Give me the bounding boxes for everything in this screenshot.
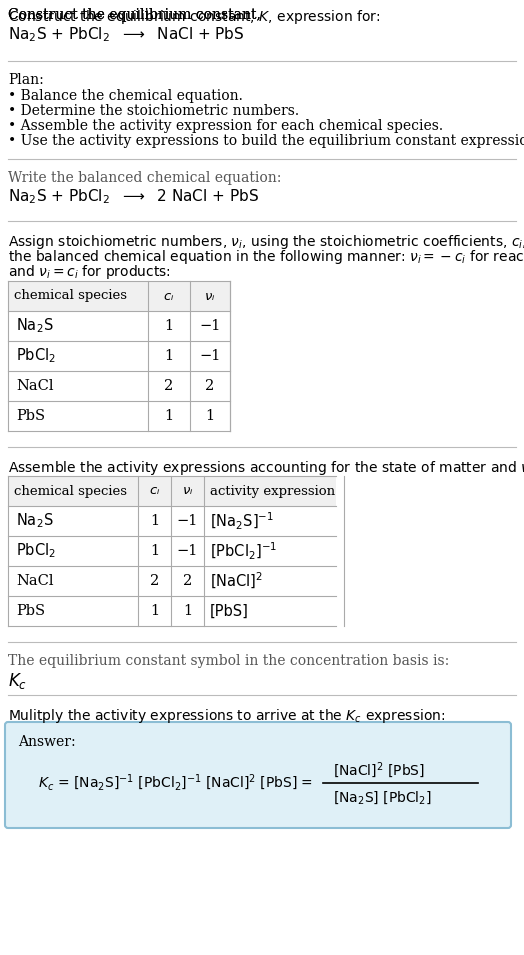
Text: Write the balanced chemical equation:: Write the balanced chemical equation: xyxy=(8,171,281,185)
Text: 1: 1 xyxy=(150,514,159,528)
Text: Na$_2$S + PbCl$_2$  $\longrightarrow$  2 NaCl + PbS: Na$_2$S + PbCl$_2$ $\longrightarrow$ 2 N… xyxy=(8,187,259,205)
Text: $cᵢ$: $cᵢ$ xyxy=(163,289,174,303)
Text: • Balance the chemical equation.: • Balance the chemical equation. xyxy=(8,89,243,103)
Text: −1: −1 xyxy=(177,544,198,558)
Text: [Na$_2$S]$^{-1}$: [Na$_2$S]$^{-1}$ xyxy=(210,511,274,532)
Text: $νᵢ$: $νᵢ$ xyxy=(182,484,193,498)
Text: Construct the equilibrium constant, $K$, expression for:: Construct the equilibrium constant, $K$,… xyxy=(8,8,380,26)
Text: Assign stoichiometric numbers, $\nu_i$, using the stoichiometric coefficients, $: Assign stoichiometric numbers, $\nu_i$, … xyxy=(8,233,524,251)
Text: [PbCl$_2$]$^{-1}$: [PbCl$_2$]$^{-1}$ xyxy=(210,541,277,562)
Text: −1: −1 xyxy=(199,319,221,333)
Text: PbCl$_2$: PbCl$_2$ xyxy=(16,347,56,366)
Text: • Use the activity expressions to build the equilibrium constant expression.: • Use the activity expressions to build … xyxy=(8,134,524,148)
Text: chemical species: chemical species xyxy=(14,484,127,498)
FancyBboxPatch shape xyxy=(5,722,511,828)
Text: PbS: PbS xyxy=(16,604,45,618)
Text: 2: 2 xyxy=(205,379,215,393)
Text: PbS: PbS xyxy=(16,409,45,423)
Text: activity expression: activity expression xyxy=(210,484,335,498)
Text: Answer:: Answer: xyxy=(18,735,75,749)
Text: • Assemble the activity expression for each chemical species.: • Assemble the activity expression for e… xyxy=(8,119,443,133)
Text: [Na$_2$S] [PbCl$_2$]: [Na$_2$S] [PbCl$_2$] xyxy=(333,790,432,806)
Text: NaCl: NaCl xyxy=(16,379,53,393)
Text: 2: 2 xyxy=(165,379,173,393)
Text: 1: 1 xyxy=(150,544,159,558)
Text: 1: 1 xyxy=(183,604,192,618)
Text: 1: 1 xyxy=(150,604,159,618)
Text: Plan:: Plan: xyxy=(8,73,43,87)
Text: −1: −1 xyxy=(177,514,198,528)
Text: Na$_2$S: Na$_2$S xyxy=(16,317,53,335)
Text: 2: 2 xyxy=(150,574,159,588)
Text: chemical species: chemical species xyxy=(14,289,127,303)
Text: 1: 1 xyxy=(165,349,173,363)
Text: $cᵢ$: $cᵢ$ xyxy=(149,484,160,498)
Text: [NaCl]$^2$: [NaCl]$^2$ xyxy=(210,571,263,591)
Text: Assemble the activity expressions accounting for the state of matter and $\nu_i$: Assemble the activity expressions accoun… xyxy=(8,459,524,477)
Text: 1: 1 xyxy=(165,319,173,333)
Text: 1: 1 xyxy=(205,409,214,423)
Text: Mulitply the activity expressions to arrive at the $K_c$ expression:: Mulitply the activity expressions to arr… xyxy=(8,707,445,725)
Bar xyxy=(8,281,230,311)
Text: 2: 2 xyxy=(183,574,192,588)
Text: NaCl: NaCl xyxy=(16,574,53,588)
Text: $νᵢ$: $νᵢ$ xyxy=(204,289,216,303)
Text: The equilibrium constant symbol in the concentration basis is:: The equilibrium constant symbol in the c… xyxy=(8,654,449,668)
Text: $K_c$ = [Na$_2$S]$^{-1}$ [PbCl$_2$]$^{-1}$ [NaCl]$^2$ [PbS] =: $K_c$ = [Na$_2$S]$^{-1}$ [PbCl$_2$]$^{-1… xyxy=(38,773,313,794)
Text: Construct the equilibrium constant,: Construct the equilibrium constant, xyxy=(8,8,265,22)
Text: $K_c$: $K_c$ xyxy=(8,671,27,691)
Text: the balanced chemical equation in the following manner: $\nu_i = -c_i$ for react: the balanced chemical equation in the fo… xyxy=(8,248,524,266)
Text: −1: −1 xyxy=(199,349,221,363)
Text: and $\nu_i = c_i$ for products:: and $\nu_i = c_i$ for products: xyxy=(8,263,171,281)
Text: Na$_2$S: Na$_2$S xyxy=(16,512,53,530)
Text: [NaCl]$^2$ [PbS]: [NaCl]$^2$ [PbS] xyxy=(333,760,425,780)
Text: Na$_2$S + PbCl$_2$  $\longrightarrow$  NaCl + PbS: Na$_2$S + PbCl$_2$ $\longrightarrow$ NaC… xyxy=(8,25,245,44)
Text: [PbS]: [PbS] xyxy=(210,604,249,619)
Text: 1: 1 xyxy=(165,409,173,423)
Text: Construct the equilibrium constant,: Construct the equilibrium constant, xyxy=(8,8,265,22)
Text: PbCl$_2$: PbCl$_2$ xyxy=(16,541,56,561)
Text: • Determine the stoichiometric numbers.: • Determine the stoichiometric numbers. xyxy=(8,104,299,118)
Bar xyxy=(8,476,336,506)
